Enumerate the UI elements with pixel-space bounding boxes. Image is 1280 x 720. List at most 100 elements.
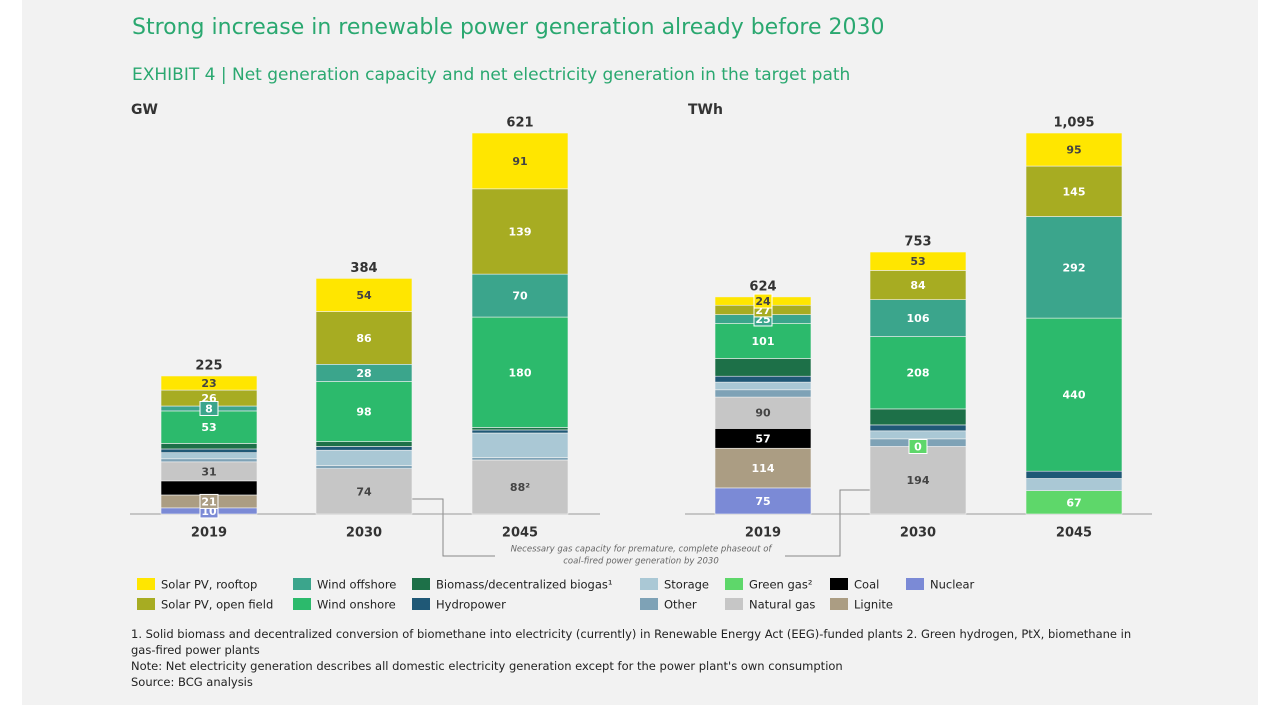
- connector: [412, 498, 495, 557]
- data-label: 31: [201, 465, 216, 478]
- bar-segment: Biomass/decentralized biogas¹: [714, 358, 812, 377]
- footnote: Source: BCG analysis: [131, 675, 253, 689]
- bar-segment: Wind offshore: [471, 273, 569, 318]
- bar-segment: Solar PV, open field: [1025, 165, 1123, 217]
- data-label: 24: [755, 295, 771, 308]
- data-label: 101: [752, 335, 775, 348]
- bar-segment: Biomass/decentralized biogas¹: [471, 427, 569, 431]
- legend-label: Coal: [854, 578, 879, 592]
- footnotes: 1. Solid biomass and decentralized conve…: [131, 626, 1151, 690]
- data-label: 28: [356, 367, 371, 380]
- bar-segment: Solar PV, open field: [869, 270, 967, 300]
- footnote: Note: Net electricity generation describ…: [131, 659, 843, 673]
- legend-label: Green gas²: [749, 578, 812, 592]
- bar-segment: Wind offshore: [1025, 216, 1123, 319]
- x-tick-label: 2045: [502, 526, 538, 541]
- data-label: 208: [907, 367, 930, 380]
- bar-segment: Hydropower: [1025, 470, 1123, 479]
- bar-segment: Natural gas: [315, 468, 413, 515]
- legend-swatch: [725, 578, 743, 590]
- bar-segment: Hydropower: [714, 375, 812, 383]
- bar-segment: Hydropower: [471, 429, 569, 434]
- legend-label: Biomass/decentralized biogas¹: [436, 578, 613, 592]
- bar-segment: Wind onshore: [1025, 317, 1123, 472]
- legend-swatch: [830, 598, 848, 610]
- legend-label: Hydropower: [436, 598, 506, 612]
- data-label: 54: [356, 289, 372, 302]
- bar-segment: Biomass/decentralized biogas¹: [869, 408, 967, 426]
- label-box: [753, 293, 773, 309]
- data-label: 95: [1066, 144, 1081, 157]
- bar-segment: Natural gas: [471, 459, 569, 515]
- bar-segment: Other: [160, 458, 258, 463]
- data-label: 84: [910, 279, 926, 292]
- data-label: 21: [201, 495, 216, 508]
- bar-segment: Hydropower: [160, 448, 258, 453]
- data-label: 8: [205, 402, 213, 415]
- bar-segment: Other: [471, 457, 569, 461]
- bar-segment: Biomass/decentralized biogas¹: [160, 443, 258, 450]
- data-label: 91: [512, 155, 527, 168]
- data-label: 86: [356, 332, 372, 345]
- bar-segment: Solar PV, rooftop: [160, 375, 258, 391]
- legend-label: Natural gas: [749, 598, 815, 612]
- data-label: 53: [910, 255, 925, 268]
- data-label: 98: [356, 406, 371, 419]
- bar-segment: Hydropower: [869, 424, 967, 432]
- legend-swatch: [906, 578, 924, 590]
- bar-segment: Other: [315, 465, 413, 469]
- bar-segment: Natural gas: [869, 446, 967, 515]
- data-label: 67: [1066, 496, 1081, 509]
- connector: [785, 489, 870, 557]
- legend-swatch: [725, 598, 743, 610]
- legend-label: Wind onshore: [317, 598, 396, 612]
- footnote: 1. Solid biomass and decentralized conve…: [131, 627, 1132, 657]
- legend-label: Lignite: [854, 598, 893, 612]
- total-label: 621: [506, 116, 533, 131]
- bar-segment: Solar PV, rooftop: [1025, 132, 1123, 167]
- legend-swatch: [412, 598, 430, 610]
- data-label: 75: [755, 495, 770, 508]
- x-tick-label: 2030: [346, 526, 382, 541]
- legend-swatch: [137, 598, 155, 610]
- data-label: 440: [1063, 389, 1086, 402]
- data-label: 145: [1063, 185, 1086, 198]
- data-label: 53: [201, 421, 216, 434]
- bar-segment: Wind onshore: [471, 316, 569, 428]
- x-tick-label: 2045: [1056, 526, 1092, 541]
- total-label: 753: [904, 234, 931, 249]
- bar-segment: Solar PV, rooftop: [471, 132, 569, 190]
- bar-segment: Solar PV, open field: [315, 311, 413, 365]
- data-label: 180: [509, 366, 532, 379]
- legend-label: Nuclear: [930, 578, 975, 592]
- x-tick-label: 2019: [191, 526, 227, 541]
- bar-segment: Natural gas: [714, 396, 812, 429]
- data-label: 90: [755, 407, 771, 420]
- legend-swatch: [830, 578, 848, 590]
- total-label: 225: [195, 358, 222, 373]
- legend-label: Solar PV, rooftop: [161, 578, 257, 592]
- bar-segment: Wind onshore: [714, 323, 812, 359]
- data-label: 114: [752, 462, 775, 475]
- bar-segment: Solar PV, rooftop: [315, 278, 413, 312]
- data-label: 23: [201, 377, 216, 390]
- bar-segment: Other: [714, 389, 812, 398]
- bar-segment: Storage: [869, 430, 967, 440]
- data-label: 292: [1063, 261, 1086, 274]
- bar-segment: Solar PV, open field: [471, 188, 569, 275]
- data-label: 88²: [510, 481, 530, 494]
- unit-label: GW: [131, 102, 158, 118]
- annotation: Necessary gas capacity for premature, co…: [511, 545, 774, 555]
- bar-segment: Storage: [714, 381, 812, 391]
- x-tick-label: 2019: [745, 526, 781, 541]
- legend-swatch: [640, 598, 658, 610]
- data-label: 106: [907, 312, 930, 325]
- annotation: coal-fired power generation by 2030: [563, 557, 719, 567]
- subtitle: EXHIBIT 4 | Net generation capacity and …: [132, 65, 850, 85]
- legend-label: Storage: [664, 578, 709, 592]
- bar-segment: Wind onshore: [869, 336, 967, 410]
- x-tick-label: 2030: [900, 526, 936, 541]
- legend-label: Wind offshore: [317, 578, 396, 592]
